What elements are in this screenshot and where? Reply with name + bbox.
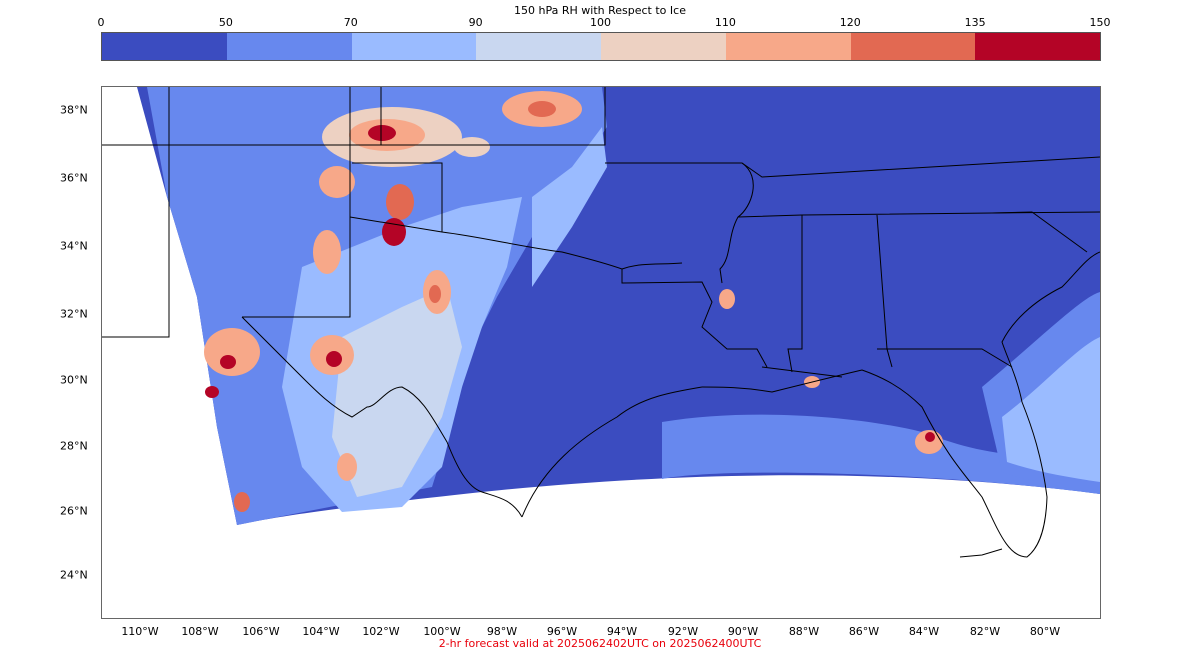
longitude-label: 108°W — [181, 625, 219, 638]
rh-cell — [454, 137, 490, 157]
colorbar-tick-label: 0 — [97, 16, 105, 29]
rh-cell — [319, 166, 355, 198]
latitude-label: 38°N — [60, 103, 88, 117]
colorbar-segment — [975, 33, 1100, 60]
forecast-valid-text: 2-hr forecast valid at 2025062402UTC on … — [438, 637, 762, 650]
colorbar-tick-label: 50 — [218, 16, 233, 29]
rh-cell — [719, 289, 735, 309]
rh-cell — [925, 432, 935, 442]
rh-cell — [205, 386, 219, 398]
rh-cell — [204, 328, 260, 376]
colorbar-segment — [351, 33, 477, 60]
map-svg — [102, 87, 1100, 558]
longitude-label: 88°W — [788, 625, 820, 638]
colorbar-segment — [102, 33, 227, 60]
rh-cell — [382, 218, 406, 246]
longitude-label: 102°W — [362, 625, 400, 638]
rh-cell — [234, 492, 250, 512]
longitude-label: 84°W — [908, 625, 940, 638]
colorbar-segment — [476, 33, 601, 60]
rh-band-50-70-gulf — [662, 414, 1100, 494]
rh-cell — [386, 184, 414, 220]
latitude-label: 36°N — [60, 171, 88, 185]
longitude-label: 110°W — [121, 625, 159, 638]
longitude-label: 104°W — [302, 625, 340, 638]
colorbar-segment — [725, 33, 851, 60]
longitude-label: 100°W — [423, 625, 461, 638]
map-panel[interactable] — [101, 86, 1101, 619]
longitude-label: 98°W — [486, 625, 518, 638]
rh-cell — [337, 453, 357, 481]
rh-band-70-90-fl — [1002, 337, 1100, 482]
colorbar-tick-label: 70 — [343, 16, 358, 29]
rh-cell — [915, 430, 943, 454]
colorbar — [101, 32, 1101, 61]
colorbar-segment — [601, 33, 726, 60]
latitude-label: 24°N — [60, 568, 88, 582]
colorbar-tick-label: 135 — [964, 16, 986, 29]
longitude-label: 106°W — [242, 625, 280, 638]
rh-cell — [326, 351, 342, 367]
rh-cell — [220, 355, 236, 369]
boundaries — [102, 87, 1100, 558]
rh-cell — [528, 101, 556, 117]
latitude-label: 34°N — [60, 239, 88, 253]
rh-cell — [429, 285, 441, 303]
rh-band-70-90-ne — [532, 127, 607, 287]
colorbar-segment — [226, 33, 352, 60]
latitude-label: 30°N — [60, 373, 88, 387]
colorbar-tick-label: 150 — [1089, 16, 1111, 29]
colorbar-tick-label: 90 — [468, 16, 483, 29]
colorbar-tick-label: 110 — [714, 16, 736, 29]
latitude-label: 32°N — [60, 307, 88, 321]
longitude-label: 80°W — [1029, 625, 1061, 638]
longitude-label: 90°W — [727, 625, 759, 638]
rh-band-90-100 — [332, 287, 462, 497]
longitude-label: 96°W — [546, 625, 578, 638]
longitude-label: 94°W — [606, 625, 638, 638]
longitude-label: 86°W — [848, 625, 880, 638]
rh-cell — [313, 230, 341, 274]
colorbar-tick-label: 120 — [839, 16, 861, 29]
latitude-label: 26°N — [60, 504, 88, 518]
longitude-label: 82°W — [969, 625, 1001, 638]
longitude-label: 92°W — [667, 625, 699, 638]
colorbar-title: 150 hPa RH with Respect to Ice — [514, 4, 686, 17]
colorbar-segment — [850, 33, 976, 60]
rh-cell — [368, 125, 396, 141]
latitude-label: 28°N — [60, 439, 88, 453]
colorbar-tick-label: 100 — [590, 16, 611, 29]
